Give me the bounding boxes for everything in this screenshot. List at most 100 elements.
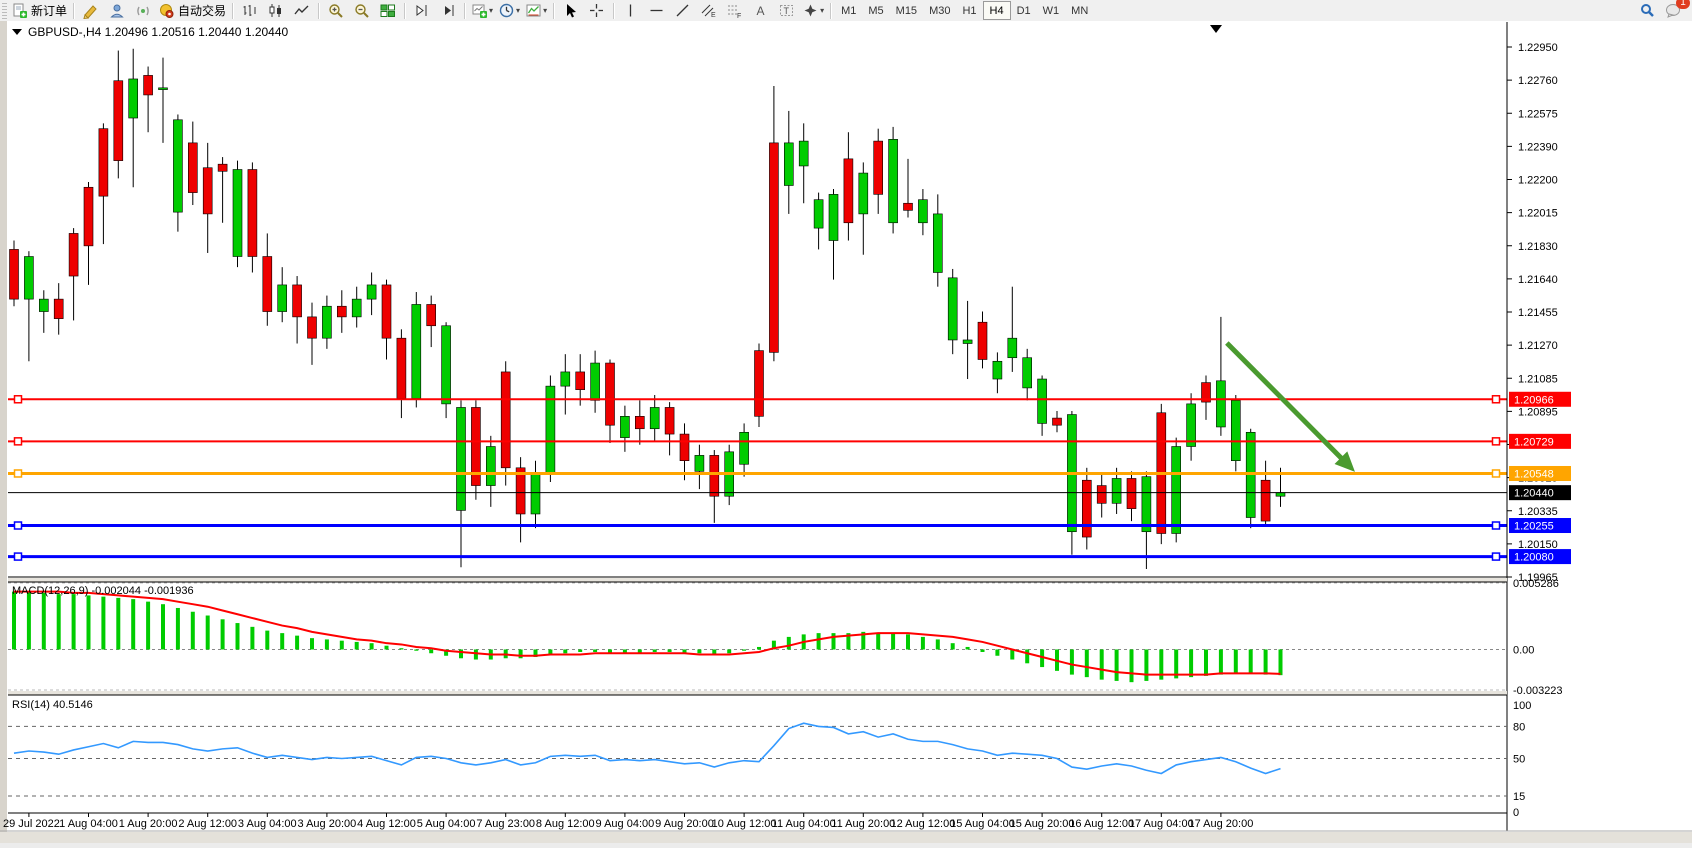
bull-candle	[1186, 403, 1196, 447]
bull-candle	[485, 446, 496, 486]
bull-candle	[798, 140, 809, 167]
bull-candle	[1007, 337, 1018, 359]
text-button[interactable]: A	[749, 1, 773, 20]
price-axis-label: 1.21455	[1518, 307, 1558, 319]
bear-candle	[53, 298, 64, 319]
templates-button[interactable]: ▾	[524, 1, 549, 20]
toolbar-separator	[318, 2, 321, 19]
candle-chart-button[interactable]	[264, 1, 288, 20]
timeframe-button-m15[interactable]: M15	[895, 4, 918, 17]
periods-button[interactable]: ▾	[497, 1, 522, 20]
current-price-badge-label: 1.20440	[1514, 488, 1554, 500]
autotrade-button[interactable]: 自动交易	[157, 1, 228, 20]
price-axis-label: 1.21640	[1518, 274, 1558, 286]
dropdown-caret-icon: ▾	[489, 6, 494, 15]
fibonacci-button[interactable]: F	[723, 1, 747, 20]
bear-candle	[977, 321, 988, 360]
profile-button[interactable]	[105, 1, 129, 20]
time-axis-label: 1 Aug 04:00	[59, 818, 118, 830]
auto-scroll-icon	[416, 4, 427, 16]
bear-candle	[1082, 479, 1092, 538]
timeframe-button-d1[interactable]: D1	[1016, 4, 1031, 17]
search-icon	[1640, 4, 1654, 17]
bear-candle	[426, 304, 437, 327]
line-handle[interactable]	[13, 395, 23, 404]
price-axis-label: 1.22575	[1518, 108, 1558, 120]
arrows-button[interactable]: ▾	[801, 1, 826, 20]
panel-splitter[interactable]	[8, 578, 1507, 582]
bear-candle	[1052, 417, 1062, 426]
svg-text:F: F	[737, 13, 741, 19]
line-handle[interactable]	[13, 469, 23, 478]
timeframe-button-m30[interactable]: M30	[929, 4, 951, 17]
bull-candle	[560, 371, 571, 387]
zoom-out-button[interactable]	[350, 1, 374, 20]
vline-button[interactable]	[619, 1, 643, 20]
bar-chart-button[interactable]	[238, 1, 262, 20]
toolbar-separator	[232, 2, 235, 19]
label-button[interactable]: T	[775, 1, 799, 20]
timeframe-button-h1[interactable]: H1	[962, 4, 977, 17]
bull-candle	[277, 284, 288, 312]
timeframe-button-m5[interactable]: M5	[868, 4, 884, 17]
line-handle[interactable]	[1491, 521, 1501, 530]
bull-candle	[38, 298, 49, 312]
vline-icon	[629, 4, 632, 16]
timeframe-button-m1[interactable]: M1	[841, 4, 857, 17]
new-order-button[interactable]: 新订单	[10, 1, 69, 20]
line-handle[interactable]	[13, 437, 23, 446]
line-handle[interactable]	[1491, 469, 1501, 478]
line-handle[interactable]	[13, 521, 23, 530]
styler-button[interactable]	[79, 1, 103, 20]
timeframe-button-w1[interactable]: W1	[1042, 4, 1060, 17]
new-chart-button[interactable]: ▾	[470, 1, 495, 20]
cursor-button[interactable]	[559, 1, 583, 20]
channel-button[interactable]: E	[697, 1, 721, 20]
time-axis-label: 29 Jul 2022	[3, 818, 60, 830]
auto-scroll-button[interactable]	[410, 1, 434, 20]
macd-signal-line	[14, 590, 1281, 676]
toolbar-grip[interactable]	[2, 2, 7, 19]
trendline-button[interactable]	[671, 1, 695, 20]
chat-button[interactable]: 1	[1661, 0, 1690, 20]
zoom-in-button[interactable]	[324, 1, 348, 20]
time-axis-label: 15 Aug 20:00	[1010, 818, 1075, 830]
trendline-icon	[676, 4, 689, 16]
time-axis-label: 3 Aug 20:00	[298, 818, 357, 830]
down-arrow-head[interactable]	[1334, 451, 1355, 472]
rsi-axis-label: 50	[1513, 754, 1525, 766]
hline-button[interactable]	[645, 1, 669, 20]
crosshair-button[interactable]	[585, 1, 609, 20]
timeframe-button-h4[interactable]: H4	[982, 1, 1011, 20]
line-handle[interactable]	[1491, 395, 1501, 404]
time-axis-label: 17 Aug 04:00	[1129, 818, 1194, 830]
toolbar-separator	[73, 2, 76, 19]
bear-candle	[336, 305, 347, 318]
new-order-button-label: 新订单	[31, 4, 68, 18]
bear-candle	[217, 163, 228, 172]
timeframe-button-mn[interactable]: MN	[1071, 4, 1089, 17]
bear-candle	[113, 80, 124, 161]
bear-candle	[307, 316, 317, 339]
panel-splitter[interactable]	[8, 691, 1507, 695]
chart-shift-marker[interactable]	[1210, 25, 1222, 33]
time-axis-label: 3 Aug 04:00	[238, 818, 297, 830]
line-handle[interactable]	[1491, 437, 1501, 446]
notification-badge: 1	[1676, 0, 1690, 9]
line-handle[interactable]	[13, 552, 23, 561]
line-chart-button[interactable]	[290, 1, 314, 20]
down-arrow-annotation[interactable]	[1225, 341, 1347, 464]
bear-candle	[202, 167, 213, 215]
bear-candle	[396, 337, 407, 399]
signals-button[interactable]	[131, 1, 155, 20]
chart-title-collapse-icon[interactable]	[12, 29, 22, 35]
tile-windows-button[interactable]	[376, 1, 400, 20]
chart-shift-button[interactable]	[436, 1, 460, 20]
line-handle[interactable]	[1491, 552, 1501, 561]
bear-candle	[1260, 479, 1271, 522]
bull-candle	[322, 305, 332, 339]
bull-candle	[24, 256, 34, 300]
search-button[interactable]	[1635, 1, 1659, 20]
bull-candle	[962, 339, 973, 344]
bear-candle	[605, 362, 615, 426]
